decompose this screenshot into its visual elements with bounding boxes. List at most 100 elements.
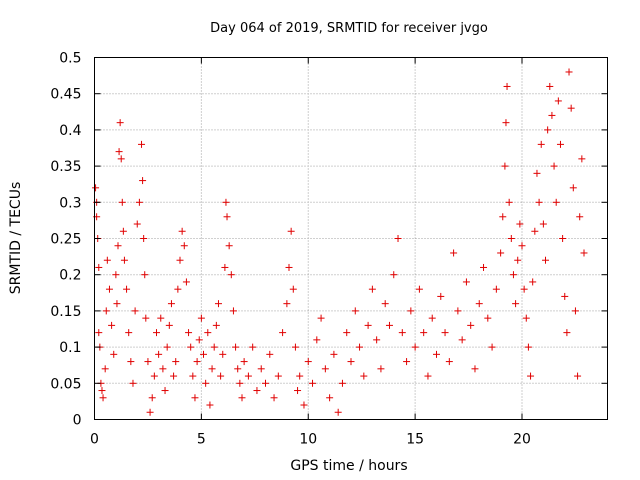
y-tick-label: 0.25	[50, 232, 81, 248]
y-tick-label: 0.2	[59, 268, 81, 284]
data-point	[101, 365, 109, 373]
plot-frame	[94, 57, 608, 420]
data-point	[125, 329, 133, 337]
data-point	[127, 358, 135, 366]
data-point	[219, 350, 227, 358]
data-point	[407, 307, 415, 315]
data-point	[92, 184, 100, 192]
data-point	[403, 358, 411, 366]
data-point	[119, 227, 127, 235]
data-point	[546, 82, 554, 90]
data-point	[351, 307, 359, 315]
data-point	[561, 292, 569, 300]
data-point	[214, 300, 222, 308]
data-point	[253, 387, 261, 395]
data-points	[92, 68, 588, 416]
data-point	[556, 140, 564, 148]
data-point	[232, 343, 240, 351]
data-point	[520, 285, 528, 293]
x-tick-label: 15	[406, 432, 424, 448]
data-point	[165, 321, 173, 329]
axis-ticks	[94, 57, 608, 420]
data-point	[330, 350, 338, 358]
x-tick-label: 20	[513, 432, 531, 448]
data-point	[133, 220, 141, 228]
data-point	[238, 394, 246, 402]
data-point	[398, 329, 406, 337]
data-point	[212, 321, 220, 329]
data-point	[140, 235, 148, 242]
data-point	[578, 155, 586, 163]
tick-labels: 0 0.05 0.1 0.15 0.2 0.25 0.3 0.35 0.4 0.45 0.5 0 5 10…	[50, 51, 531, 448]
data-point	[321, 365, 329, 373]
y-tick-label: 0	[73, 413, 82, 429]
data-point	[492, 285, 500, 293]
data-point	[222, 198, 230, 206]
data-point	[437, 292, 445, 300]
data-point	[364, 321, 372, 329]
data-point	[294, 387, 302, 395]
data-point	[441, 329, 449, 337]
data-point	[488, 343, 496, 351]
data-point	[221, 263, 229, 271]
data-point	[129, 379, 137, 387]
data-point	[565, 68, 573, 76]
data-point	[225, 242, 233, 250]
data-point	[304, 358, 312, 366]
data-point	[285, 263, 293, 271]
data-point	[182, 278, 190, 286]
data-point	[266, 350, 274, 358]
y-tick-label: 0.3	[59, 195, 81, 211]
data-point	[114, 242, 122, 250]
data-point	[537, 140, 545, 148]
data-point	[343, 329, 351, 337]
data-point	[309, 379, 317, 387]
data-point	[424, 372, 432, 380]
data-point	[95, 329, 103, 337]
data-point	[131, 307, 139, 315]
y-tick-label: 0.35	[50, 159, 81, 175]
data-point	[236, 379, 244, 387]
data-point	[394, 235, 402, 242]
data-point	[185, 329, 193, 337]
data-point	[518, 242, 526, 250]
data-point	[148, 394, 156, 402]
data-point	[138, 140, 146, 148]
data-point	[223, 213, 231, 221]
data-point	[415, 285, 423, 293]
data-point	[191, 394, 199, 402]
data-point	[189, 372, 197, 380]
data-point	[108, 321, 116, 329]
data-point	[152, 329, 160, 337]
data-point	[117, 155, 125, 163]
data-point	[360, 372, 368, 380]
data-point	[313, 336, 321, 344]
x-axis-label: GPS time / hours	[290, 458, 407, 474]
data-point	[531, 227, 539, 235]
data-point	[240, 358, 248, 366]
data-point	[195, 336, 203, 344]
data-point	[200, 350, 208, 358]
data-point	[98, 387, 106, 395]
data-point	[576, 213, 584, 221]
data-point	[257, 365, 265, 373]
data-point	[574, 372, 582, 380]
data-point	[507, 235, 515, 242]
data-point	[535, 198, 543, 206]
data-point	[283, 300, 291, 308]
data-point	[569, 184, 577, 192]
data-point	[197, 314, 205, 322]
data-point	[522, 314, 530, 322]
data-point	[411, 343, 419, 351]
data-point	[159, 365, 167, 373]
data-point	[497, 249, 505, 257]
data-point	[262, 379, 269, 387]
data-point	[554, 97, 562, 105]
data-point	[102, 307, 110, 315]
data-point	[146, 408, 154, 416]
data-point	[172, 358, 180, 366]
data-point	[381, 300, 389, 308]
data-point	[428, 314, 436, 322]
data-point	[385, 321, 393, 329]
data-point	[180, 242, 188, 250]
